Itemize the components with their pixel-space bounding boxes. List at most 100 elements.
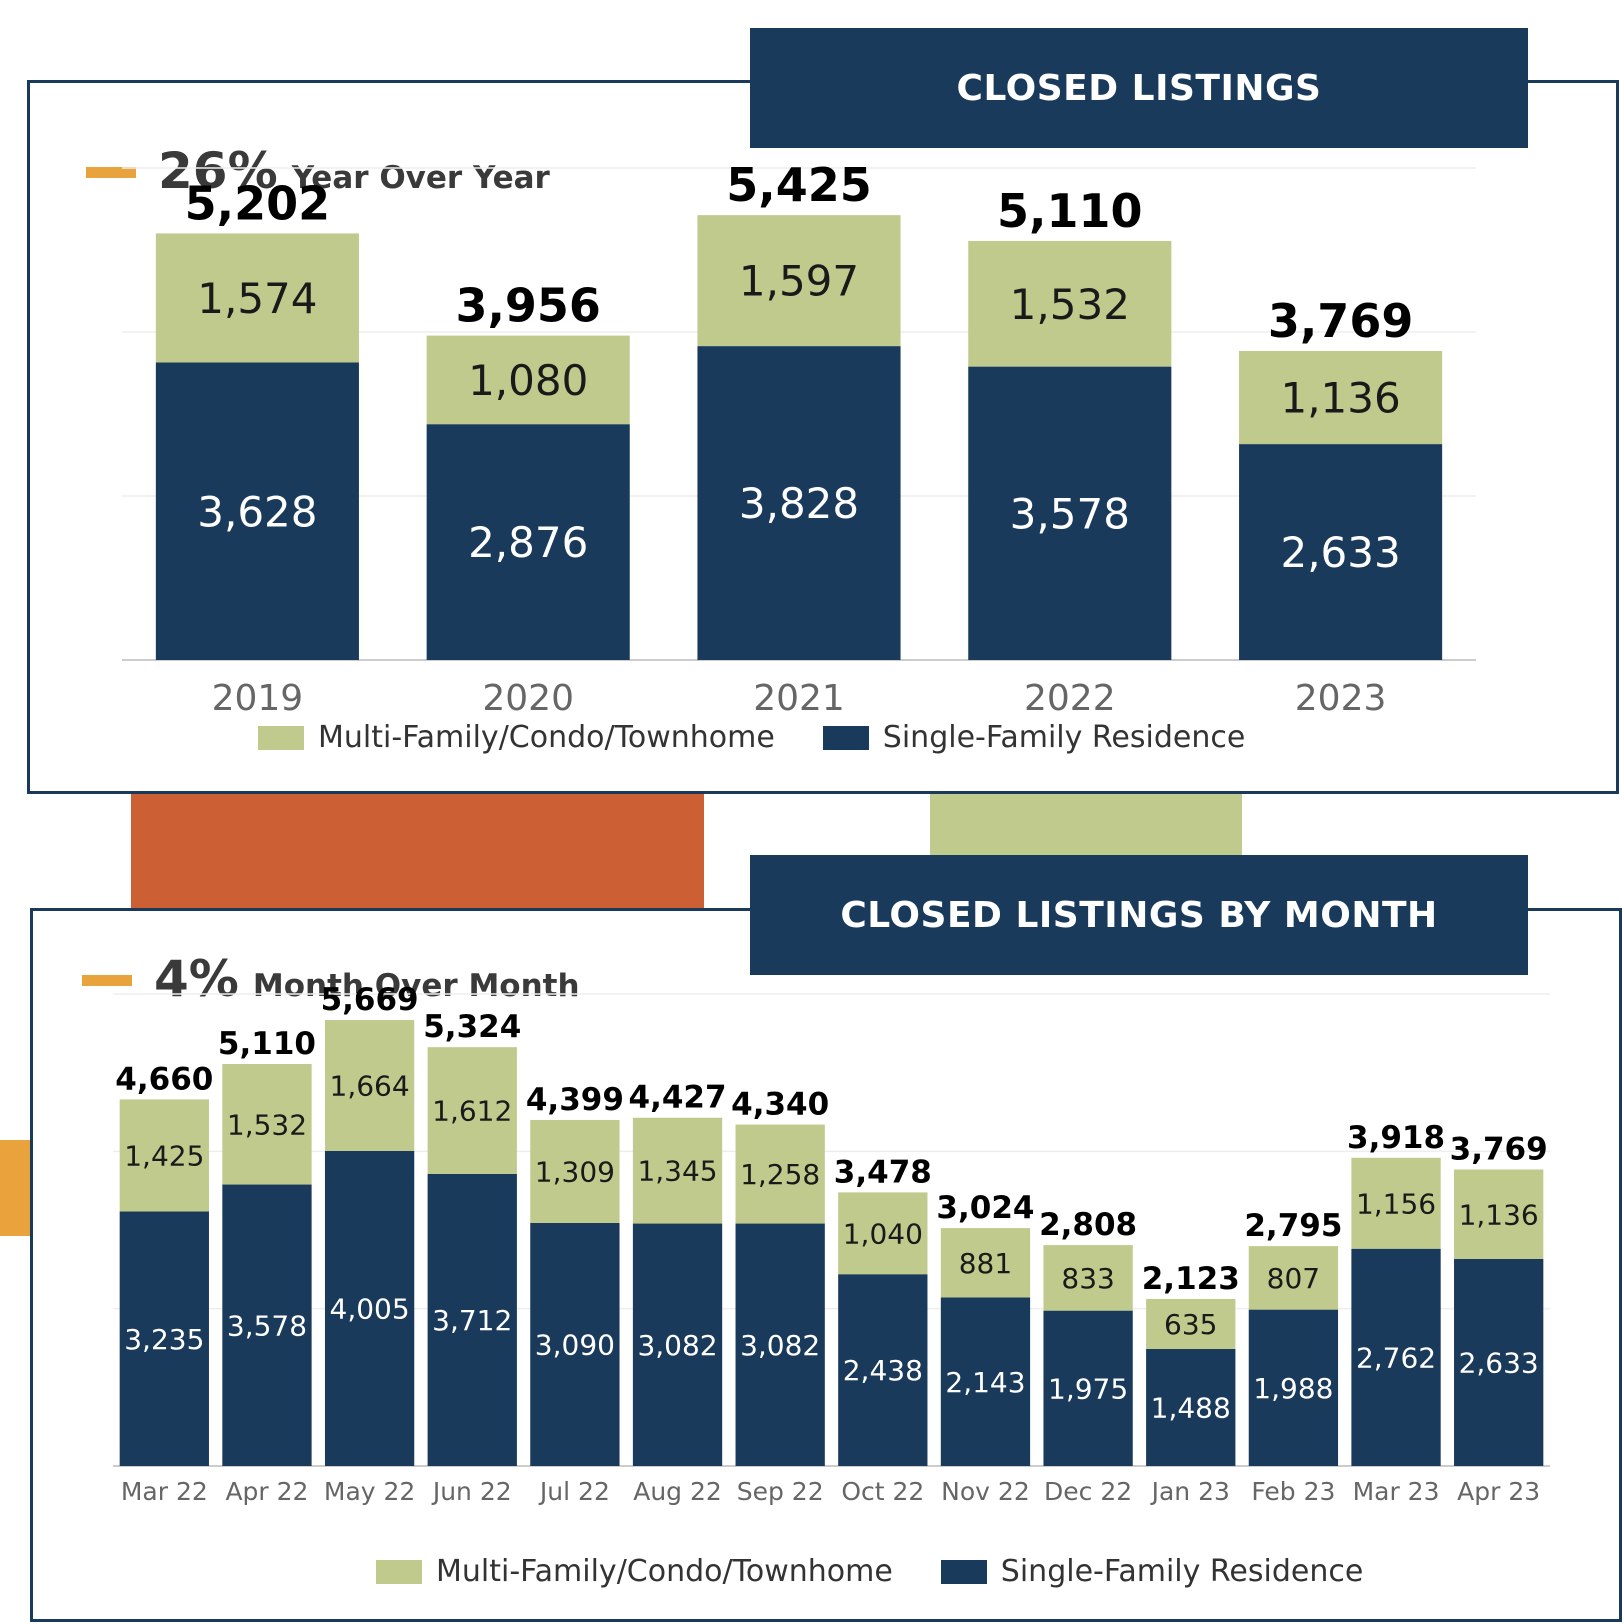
data-label-single-family: 1,488 [1151, 1392, 1231, 1425]
bar-multi-family [632, 1117, 723, 1224]
legend-item-multi-family: Multi-Family/Condo/Townhome [258, 720, 775, 755]
data-label-single-family: 3,828 [739, 479, 859, 528]
data-label-multi-family: 1,136 [1459, 1198, 1539, 1231]
data-label-multi-family: 1,532 [227, 1108, 307, 1141]
bar-single-family [1351, 1248, 1441, 1466]
monthly-legend: Multi-Family/Condo/Townhome Single-Famil… [376, 1554, 1411, 1589]
x-tick-label: Jun 22 [431, 1477, 512, 1506]
data-label-single-family: 2,876 [468, 518, 588, 567]
data-label-single-family: 2,633 [1459, 1347, 1539, 1380]
bar-multi-family [1454, 1169, 1544, 1259]
data-label-total: 2,123 [1142, 1261, 1240, 1297]
kpi-label: Month Over Month [252, 968, 580, 1004]
data-label-multi-family: 1,156 [1356, 1187, 1436, 1220]
orange-decor-tab [0, 1140, 30, 1236]
bar-multi-family [697, 215, 901, 347]
data-label-total: 5,324 [423, 1009, 521, 1045]
bar-multi-family [1146, 1298, 1236, 1349]
bar-single-family [222, 1184, 312, 1466]
data-label-multi-family: 1,532 [1010, 280, 1130, 329]
bar-multi-family [940, 1228, 1031, 1298]
data-label-multi-family: 1,597 [739, 257, 859, 306]
data-label-total: 5,110 [218, 1026, 316, 1062]
legend-swatch-multi-family [376, 1559, 422, 1584]
bar-multi-family [1248, 1246, 1339, 1310]
legend-label: Multi-Family/Condo/Townhome [436, 1554, 893, 1589]
legend-swatch-multi-family [258, 725, 304, 750]
closed-listings-by-month-banner: CLOSED LISTINGS BY MONTH [750, 855, 1528, 975]
data-label-single-family: 2,633 [1280, 528, 1400, 577]
x-tick-label: Aug 22 [633, 1477, 722, 1506]
data-label-total: 2,795 [1244, 1208, 1342, 1244]
data-label-total: 3,956 [455, 279, 601, 333]
bar-multi-family [119, 1099, 209, 1212]
bar-single-family [426, 424, 630, 660]
data-label-single-family: 3,082 [637, 1329, 717, 1362]
bar-single-family [1043, 1310, 1133, 1466]
bar-multi-family [735, 1124, 825, 1224]
data-label-multi-family: 1,574 [197, 274, 317, 323]
bar-single-family [838, 1274, 928, 1466]
mom-kpi: 4% Month Over Month [82, 950, 580, 1008]
x-tick-label: 2021 [753, 678, 845, 719]
legend-item-multi-family: Multi-Family/Condo/Townhome [376, 1554, 893, 1589]
data-label-multi-family: 635 [1164, 1308, 1217, 1341]
bar-multi-family [1043, 1245, 1133, 1311]
legend-item-single-family: Single-Family Residence [822, 720, 1246, 755]
bar-single-family [119, 1211, 209, 1466]
rust-decor-block [131, 780, 704, 910]
bar-single-family [1239, 444, 1443, 660]
kpi-dash-marker [82, 975, 132, 986]
data-label-total: 4,427 [629, 1080, 727, 1116]
annual-chart: 3,628 1,574 5,202 2019 2,876 1,080 3,956 2020 3,… [122, 158, 1476, 719]
x-tick-label: May 22 [324, 1477, 415, 1506]
bar-single-family [155, 362, 359, 660]
data-label-total: 2,808 [1039, 1207, 1137, 1243]
x-tick-label: Jan 23 [1150, 1477, 1230, 1506]
bar-single-family [324, 1150, 415, 1466]
data-label-total: 3,478 [834, 1154, 932, 1190]
legend-label: Multi-Family/Condo/Townhome [318, 720, 775, 755]
x-tick-label: Oct 22 [841, 1477, 924, 1506]
closed-listings-banner: CLOSED LISTINGS [750, 28, 1528, 148]
data-label-total: 3,769 [1450, 1132, 1548, 1168]
data-label-total: 5,110 [997, 184, 1143, 238]
data-label-single-family: 2,762 [1356, 1341, 1436, 1374]
data-label-single-family: 2,143 [945, 1366, 1025, 1399]
data-label-multi-family: 1,258 [740, 1158, 820, 1191]
data-label-multi-family: 1,080 [468, 356, 588, 405]
bar-multi-family [1351, 1157, 1441, 1249]
bar-single-family [632, 1223, 723, 1466]
bar-multi-family [530, 1119, 620, 1223]
kpi-dash-marker [86, 167, 136, 178]
bar-single-family [735, 1223, 825, 1466]
x-tick-label: Mar 23 [1353, 1477, 1440, 1506]
x-tick-label: Sep 22 [737, 1477, 824, 1506]
bar-single-family [968, 366, 1172, 660]
data-label-multi-family: 833 [1061, 1262, 1114, 1295]
x-tick-label: 2023 [1295, 678, 1387, 719]
data-label-single-family: 1,988 [1253, 1372, 1333, 1405]
x-tick-label: 2019 [212, 678, 304, 719]
bar-single-family [1146, 1348, 1236, 1466]
bar-single-family [697, 346, 901, 660]
data-label-total: 3,024 [936, 1190, 1034, 1226]
x-tick-label: Jul 22 [538, 1477, 610, 1506]
bar-single-family [940, 1297, 1031, 1466]
x-tick-label: Nov 22 [941, 1477, 1030, 1506]
legend-label: Single-Family Residence [1000, 1554, 1364, 1589]
data-label-total: 5,669 [321, 982, 419, 1018]
data-label-single-family: 2,438 [843, 1354, 923, 1387]
data-label-total: 3,769 [1268, 294, 1414, 348]
kpi-label: Year Over Year [291, 160, 550, 196]
data-label-total: 3,918 [1347, 1120, 1445, 1156]
bar-multi-family [968, 240, 1172, 367]
data-label-multi-family: 1,345 [637, 1155, 717, 1188]
legend-label: Single-Family Residence [882, 720, 1246, 755]
data-label-multi-family: 1,309 [535, 1156, 615, 1189]
x-tick-label: Mar 22 [121, 1477, 208, 1506]
x-tick-label: Apr 22 [225, 1477, 308, 1506]
data-label-total: 5,425 [726, 158, 872, 212]
bar-multi-family [155, 233, 359, 363]
data-label-total: 4,660 [115, 1061, 213, 1097]
